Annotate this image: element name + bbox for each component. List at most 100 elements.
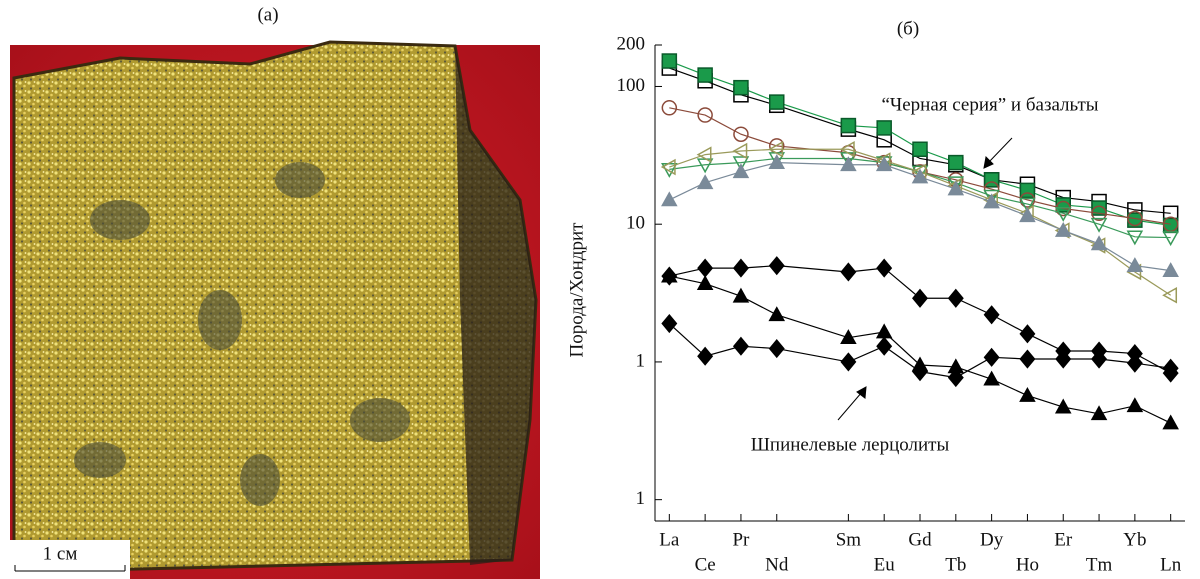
- scale-bar-label: 1 см: [43, 543, 78, 564]
- data-point: [912, 141, 928, 158]
- data-point: [1019, 387, 1036, 402]
- data-point: [839, 140, 855, 158]
- data-point: [1126, 230, 1144, 246]
- data-point: [840, 117, 857, 134]
- data-point: [1055, 349, 1072, 369]
- data-point: [1127, 210, 1143, 227]
- data-point: [768, 339, 785, 359]
- x-tick-label: La: [659, 529, 680, 550]
- data-point: [1126, 397, 1144, 413]
- data-point: [983, 347, 1000, 367]
- data-point: [840, 156, 857, 172]
- data-point: [732, 336, 749, 356]
- data-point: [769, 94, 785, 110]
- x-tick-label: Ln: [1160, 554, 1182, 575]
- data-point: [696, 146, 712, 163]
- x-tick-label: Yb: [1123, 529, 1146, 550]
- data-point: [661, 191, 678, 207]
- arrows: [837, 137, 1013, 421]
- x-tick-label: Tm: [1086, 554, 1113, 575]
- y-axis-label: Порода/Хондрит: [566, 222, 587, 358]
- data-point: [840, 262, 857, 282]
- data-point: [660, 158, 676, 176]
- data-point: [875, 323, 893, 339]
- data-point: [768, 256, 785, 276]
- data-point: [696, 174, 714, 190]
- data-point: [912, 288, 928, 308]
- annotation: Шпинелевые лерцолиты: [751, 434, 950, 455]
- data-point: [983, 305, 1000, 325]
- data-point: [768, 306, 786, 322]
- data-point: [947, 180, 965, 196]
- data-point: [911, 165, 929, 181]
- data-point: [1162, 286, 1178, 304]
- y-tick-label: 200: [617, 33, 646, 54]
- data-point: [1091, 200, 1107, 216]
- data-point: [948, 154, 964, 171]
- data-point: [840, 352, 857, 372]
- data-point: [661, 313, 678, 334]
- data-point: [840, 329, 857, 345]
- x-tick-label: Ho: [1016, 554, 1039, 575]
- data-point: [732, 156, 750, 172]
- data-point: [732, 287, 750, 303]
- data-point: [912, 362, 928, 382]
- data-point: [876, 336, 893, 356]
- series-line: [669, 162, 1171, 272]
- data-point: [1091, 205, 1107, 222]
- x-tick-label: Eu: [874, 554, 896, 575]
- y-tick-label: 1: [636, 488, 646, 509]
- x-tick-label: Ce: [695, 554, 716, 575]
- data-point: [983, 370, 1000, 386]
- data-point: [697, 258, 714, 278]
- data-point: [733, 79, 749, 96]
- data-point: [983, 189, 1000, 205]
- data-point: [1090, 235, 1108, 251]
- data-point: [876, 120, 892, 136]
- data-point: [1162, 231, 1179, 247]
- annotation: “Черная серия” и базальты: [881, 94, 1098, 115]
- data-point: [696, 275, 714, 291]
- x-tick-label: Er: [1054, 529, 1073, 550]
- data-point: [1019, 197, 1036, 213]
- x-tick-label: Gd: [908, 529, 932, 550]
- data-point: [1019, 349, 1036, 369]
- data-point: [697, 107, 713, 123]
- chart-title: (б): [897, 18, 919, 39]
- x-tick-label: Pr: [732, 529, 750, 550]
- photo: [0, 40, 540, 579]
- x-tick-label: Dy: [980, 529, 1004, 550]
- data-point: [1019, 324, 1036, 344]
- data-point: [661, 53, 678, 69]
- data-point: [1054, 221, 1072, 237]
- data-point: [661, 267, 678, 283]
- x-tick-label: Nd: [765, 554, 789, 575]
- data-point: [1091, 349, 1108, 369]
- data-point: [1162, 262, 1179, 277]
- data-point: [733, 126, 749, 142]
- data-point: [661, 100, 678, 116]
- panel-label: (a): [257, 4, 278, 25]
- data-point: [911, 168, 929, 184]
- data-point: [983, 193, 1000, 209]
- data-point: [876, 258, 893, 278]
- y-tick-label: 10: [626, 213, 645, 234]
- data-point: [1055, 197, 1071, 213]
- data-point: [768, 140, 784, 158]
- data-point: [875, 156, 893, 172]
- y-tick-label: 100: [617, 75, 646, 96]
- data-point: [1162, 217, 1179, 234]
- data-point: [1162, 358, 1179, 378]
- y-tick-label: 1: [636, 350, 646, 371]
- data-point: [732, 142, 748, 160]
- data-point: [1054, 206, 1072, 222]
- x-tick-label: Tb: [945, 554, 966, 575]
- data-point: [697, 67, 713, 83]
- data-point: [1090, 217, 1108, 233]
- data-point: [768, 154, 786, 169]
- data-point: [732, 258, 749, 278]
- data-point: [947, 288, 964, 308]
- x-tick-label: Sm: [836, 529, 862, 550]
